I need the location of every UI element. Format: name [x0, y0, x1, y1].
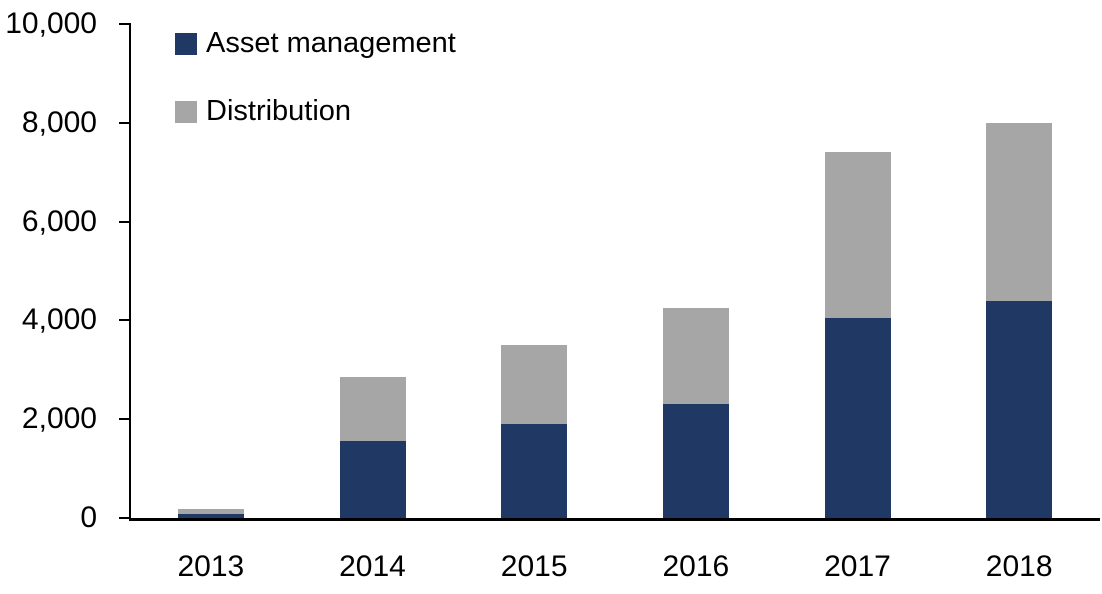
- y-axis-label-10-000: 10,000: [5, 7, 97, 40]
- y-axis-label-6-000: 6,000: [21, 204, 97, 238]
- y-axis-tick-8-000: [119, 121, 130, 124]
- bar-segment-asset-management-2014: [339, 441, 406, 518]
- x-axis-label-2017: 2017: [824, 550, 891, 583]
- bar-segment-asset-management-2017: [824, 317, 891, 518]
- legend-swatch-distribution: [175, 100, 197, 123]
- y-axis-label-8-000: 8,000: [21, 105, 97, 139]
- x-axis-label-2016: 2016: [662, 550, 730, 583]
- y-axis-label-0: 0: [80, 501, 97, 534]
- bar-segment-distribution-2015: [501, 345, 568, 425]
- bar-segment-asset-management-2018: [986, 300, 1053, 518]
- bar-segment-distribution-2018: [986, 122, 1053, 301]
- x-axis-label-2015: 2015: [500, 550, 568, 583]
- bar-segment-asset-management-2013: [177, 514, 244, 518]
- y-axis-label-4-000: 4,000: [21, 303, 97, 337]
- bar-segment-asset-management-2015: [501, 424, 568, 518]
- y-axis-tick-0: [119, 517, 130, 519]
- y-axis-tick-10-000: [119, 23, 130, 25]
- bar-segment-asset-management-2016: [662, 404, 729, 518]
- bar-segment-distribution-2016: [662, 308, 729, 405]
- legend-label-asset-management: Asset management: [206, 27, 456, 59]
- x-axis-line: [129, 518, 1100, 521]
- legend-label-distribution: Distribution: [206, 95, 352, 127]
- x-axis-label-2013: 2013: [177, 550, 245, 583]
- y-axis-line: [129, 23, 131, 520]
- x-axis-label-2018: 2018: [985, 550, 1053, 583]
- legend-swatch-asset-management: [175, 32, 197, 55]
- legend-item-asset-management: Asset management: [175, 29, 456, 58]
- y-axis-label-2-000: 2,000: [21, 402, 97, 436]
- bar-segment-distribution-2014: [339, 377, 406, 442]
- x-axis-label-2014: 2014: [339, 550, 406, 583]
- y-axis-tick-2-000: [119, 418, 130, 421]
- legend-item-distribution: Distribution: [175, 97, 351, 126]
- bar-segment-distribution-2013: [177, 509, 244, 515]
- bar-segment-distribution-2017: [824, 152, 891, 318]
- y-axis-tick-4-000: [119, 319, 130, 322]
- y-axis-tick-6-000: [119, 220, 130, 223]
